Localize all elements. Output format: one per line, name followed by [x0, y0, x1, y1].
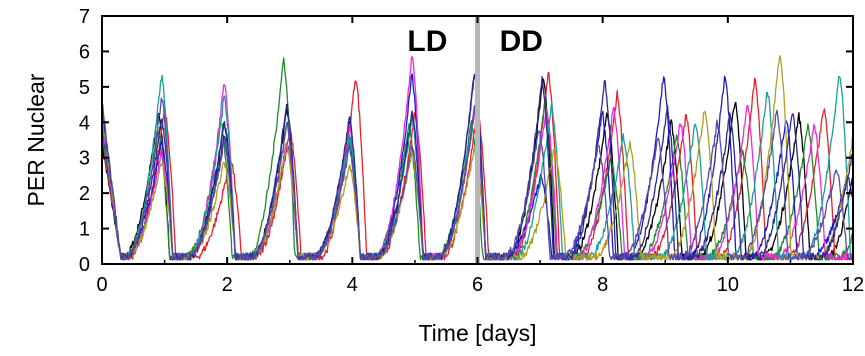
y-tick-label: 1 [79, 219, 90, 241]
y-tick-label: 0 [79, 254, 90, 276]
x-tick-label: 12 [842, 274, 864, 296]
dd-label: DD [500, 25, 543, 58]
x-tick-label: 8 [597, 274, 608, 296]
x-tick-label: 0 [96, 274, 107, 296]
y-tick-labels: 0 1 2 3 4 5 6 7 [79, 6, 90, 276]
x-tick-label: 2 [222, 274, 233, 296]
y-tick-label: 4 [79, 112, 90, 134]
y-tick-label: 2 [79, 183, 90, 205]
ld-dd-divider [475, 16, 480, 264]
x-tick-label: 4 [347, 274, 358, 296]
y-tick-label: 3 [79, 148, 90, 170]
x-tick-label: 10 [717, 274, 739, 296]
x-tick-labels: 0 2 4 6 8 10 12 [96, 274, 864, 296]
x-axis-title: Time [days] [418, 320, 536, 346]
tick-marks [101, 15, 854, 265]
y-tick-label: 7 [79, 6, 90, 28]
y-tick-label: 5 [79, 77, 90, 99]
y-axis-title: PER Nuclear [23, 73, 49, 206]
x-tick-label: 6 [472, 274, 483, 296]
y-tick-label: 6 [79, 41, 90, 63]
ld-label: LD [407, 25, 447, 58]
